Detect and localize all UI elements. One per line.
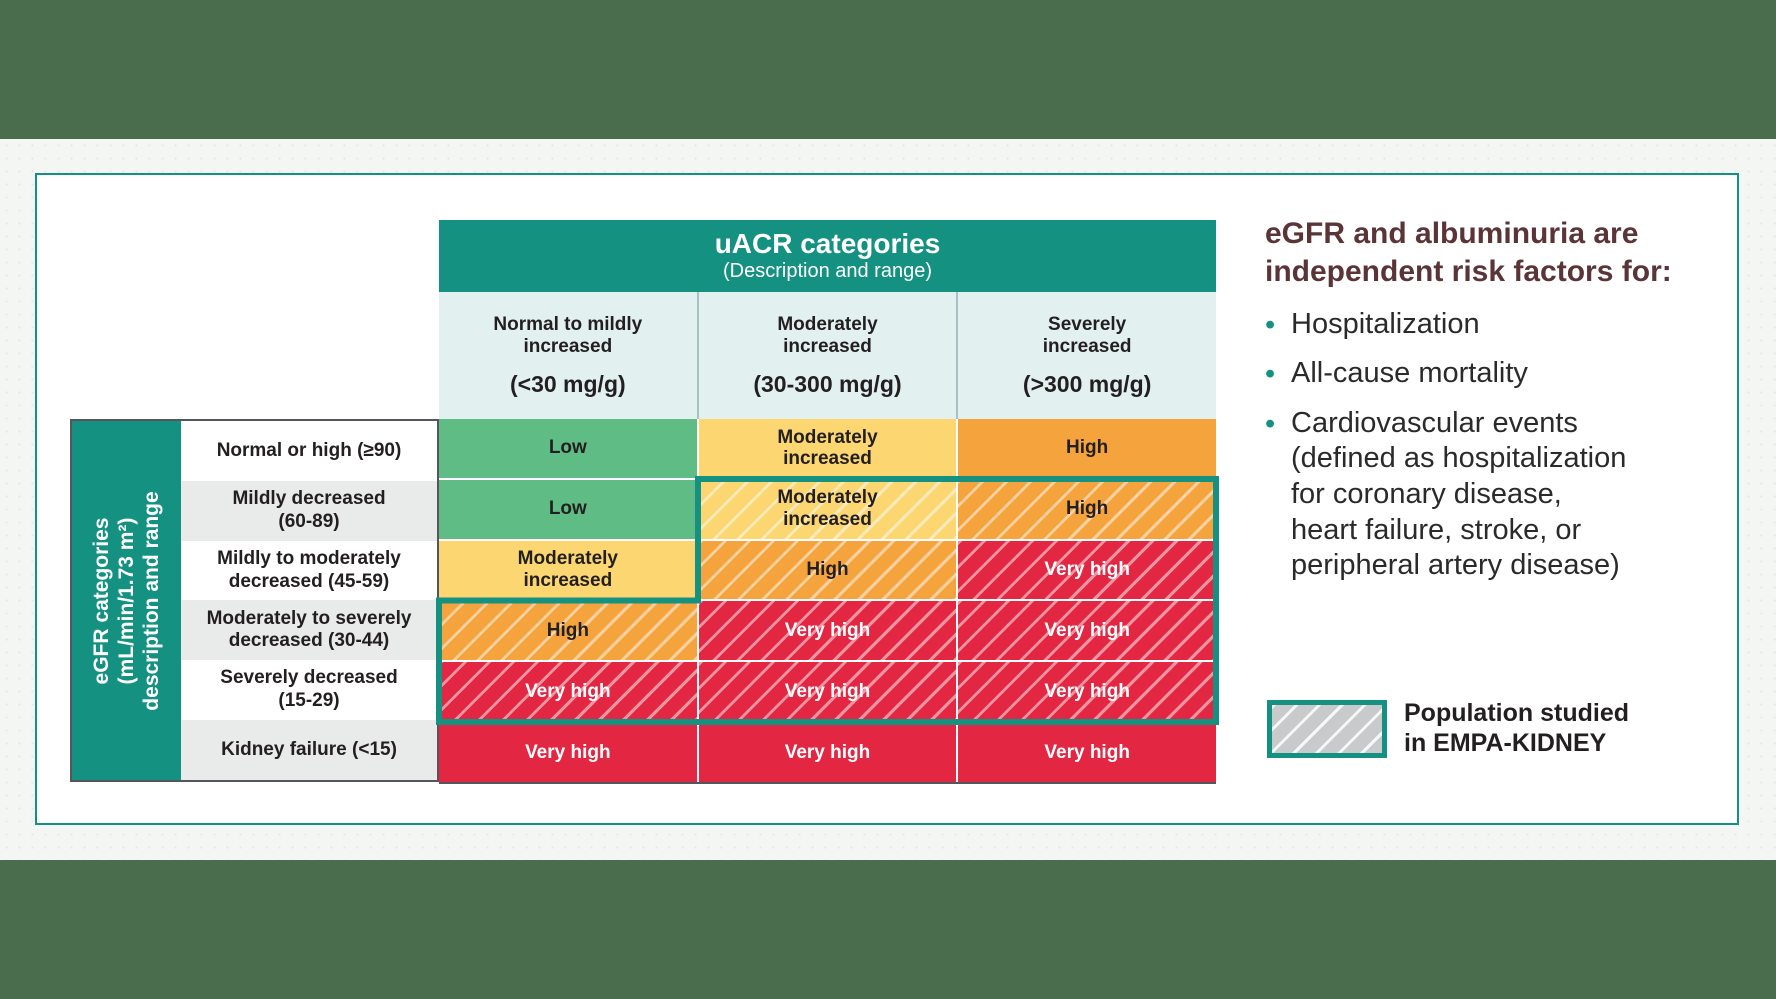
- column-range: (<30 mg/g): [509, 370, 626, 397]
- risk-cell-r1c1: Low: [439, 419, 697, 478]
- column-header-severely-increased: Severely increased (>300 mg/g): [958, 292, 1216, 419]
- risk-cell-r6c2: Very high: [698, 723, 957, 782]
- bullet-text: Cardiovascular events (defined as hospit…: [1291, 406, 1627, 582]
- top-green-band: [0, 0, 1776, 139]
- risk-factors-panel: eGFR and albuminuria are independent ris…: [1265, 215, 1743, 597]
- column-range: (>300 mg/g): [1022, 370, 1152, 397]
- egfr-sidebar-label: eGFR categories (mL/min/1.73 m²) descrip…: [89, 490, 162, 711]
- hatched-swatch-icon: [1267, 699, 1387, 758]
- list-item-hospitalization: • Hospitalization: [1265, 307, 1743, 343]
- risk-cell-r2c1: Low: [439, 479, 697, 539]
- bullet-dot-icon: •: [1265, 309, 1276, 342]
- risk-cell-r1c2: Moderately increased: [698, 419, 957, 478]
- uacr-header-title: uACR categories: [714, 227, 941, 259]
- bullet-text: Hospitalization: [1291, 308, 1480, 341]
- risk-cell-r6c3: Very high: [958, 723, 1216, 782]
- column-label: Moderately increased: [777, 313, 878, 357]
- risk-cell-r4c1: High: [439, 601, 697, 661]
- column-header-moderately-increased: Moderately increased (30-300 mg/g): [698, 292, 957, 419]
- list-item-cardiovascular-events: • Cardiovascular events (defined as hosp…: [1265, 406, 1743, 584]
- row-label-mildly-to-moderately: Mildly to moderately decreased (45-59): [181, 540, 437, 601]
- row-label-moderately-to-severely: Moderately to severely decreased (30-44): [181, 600, 437, 661]
- risk-cell-r2c3: High: [958, 479, 1216, 539]
- bullet-text: All-cause mortality: [1291, 357, 1528, 390]
- row-label-mildly-decreased: Mildly decreased (60-89): [181, 480, 437, 541]
- row-label-normal-or-high: Normal or high (≥90): [181, 421, 437, 481]
- risk-cell-r5c1: Very high: [439, 662, 697, 722]
- risk-cell-r3c3: Very high: [958, 540, 1216, 600]
- uacr-column-headers: Normal to mildly increased (<30 mg/g) Mo…: [439, 292, 1216, 419]
- column-range: (30-300 mg/g): [753, 370, 902, 397]
- risk-cell-r4c2: Very high: [698, 601, 957, 661]
- legend-label: Population studied in EMPA-KIDNEY: [1404, 699, 1629, 757]
- column-label: Severely increased: [1042, 313, 1132, 357]
- egfr-row-labels: Normal or high (≥90) Mildly decreased (6…: [181, 421, 437, 780]
- egfr-categories-sidebar: eGFR categories (mL/min/1.73 m²) descrip…: [72, 421, 181, 780]
- bullet-dot-icon: •: [1265, 407, 1276, 440]
- risk-cell-r1c3: High: [958, 419, 1216, 478]
- risk-cell-r4c3: Very high: [958, 601, 1216, 661]
- column-label: Normal to mildly increased: [493, 313, 643, 357]
- risk-factors-list: • Hospitalization • All-cause mortality …: [1265, 307, 1743, 584]
- risk-cell-r3c2: High: [698, 540, 957, 600]
- risk-cell-r2c2: Moderately increased: [698, 479, 957, 539]
- row-label-kidney-failure: Kidney failure (<15): [181, 720, 437, 780]
- risk-cell-r5c2: Very high: [698, 662, 957, 722]
- empa-kidney-legend: Population studied in EMPA-KIDNEY: [1267, 699, 1629, 758]
- list-item-all-cause-mortality: • All-cause mortality: [1265, 356, 1743, 392]
- risk-heatmap-grid: Low Moderately increased High Low Modera…: [439, 419, 1216, 782]
- risk-factors-heading: eGFR and albuminuria are independent ris…: [1265, 217, 1672, 289]
- uacr-categories-header: uACR categories (Description and range): [439, 220, 1216, 292]
- risk-cell-r5c3: Very high: [958, 662, 1216, 722]
- uacr-header-subtitle: (Description and range): [723, 260, 932, 283]
- bottom-green-band: [0, 860, 1776, 999]
- bullet-dot-icon: •: [1265, 358, 1276, 391]
- risk-cell-r6c1: Very high: [439, 723, 697, 782]
- content-panel: uACR categories (Description and range) …: [35, 173, 1739, 825]
- risk-cell-r3c1: Moderately increased: [439, 540, 697, 600]
- egfr-left-block: eGFR categories (mL/min/1.73 m²) descrip…: [70, 419, 439, 782]
- column-header-normal-to-mildly-increased: Normal to mildly increased (<30 mg/g): [439, 292, 697, 419]
- row-label-severely-decreased: Severely decreased (15-29): [181, 660, 437, 721]
